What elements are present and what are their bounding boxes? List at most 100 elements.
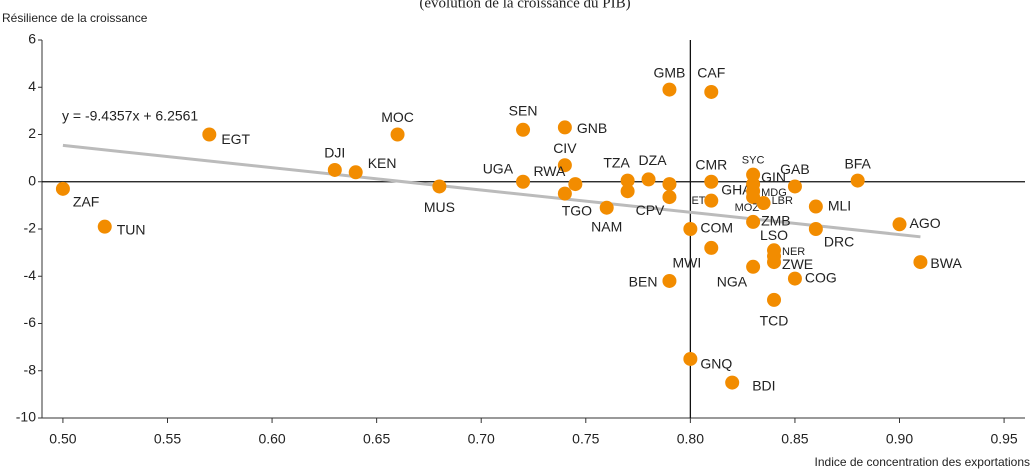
point	[704, 84, 719, 99]
point	[746, 214, 761, 229]
point	[620, 173, 635, 188]
point-label: GHA	[721, 181, 752, 197]
point	[704, 174, 719, 189]
point-label: TCD	[760, 313, 789, 329]
point	[756, 196, 771, 211]
point-label: ZWE	[782, 256, 813, 272]
x-tick-label: 0.70	[468, 431, 495, 447]
point-label: NER	[782, 246, 805, 258]
point-label: GIN	[761, 169, 786, 185]
point-label: DZA	[639, 152, 668, 168]
point-label: MOZ	[735, 202, 760, 214]
point	[662, 190, 677, 205]
point-label: GMB	[654, 64, 686, 80]
trend-label: y = -9.4357x + 6.2561	[62, 108, 198, 124]
point-label: LBR	[772, 195, 793, 207]
point-label: MUS	[424, 199, 455, 215]
y-tick-label: -8	[24, 361, 37, 377]
point	[641, 172, 656, 187]
y-tick-label: 2	[28, 125, 36, 141]
point	[516, 174, 531, 189]
y-axis-title: Résilience de la croissance	[2, 11, 148, 25]
point-label: BWA	[930, 255, 962, 271]
x-tick-label: 0.55	[154, 431, 181, 447]
point-label: DJI	[324, 145, 345, 161]
point-label: CPV	[636, 202, 665, 218]
y-tick-label: 4	[28, 78, 36, 94]
point-label: MWI	[673, 255, 702, 271]
y-tick-label: 6	[28, 31, 36, 47]
point	[704, 240, 719, 255]
x-tick-label: 0.50	[49, 431, 76, 447]
point-label: DRC	[824, 234, 854, 250]
point-label: BFA	[844, 155, 871, 171]
point-label: TZA	[603, 154, 630, 170]
x-tick-label: 0.65	[363, 431, 390, 447]
point	[725, 375, 740, 390]
point	[787, 271, 802, 286]
point-label: TGO	[562, 202, 592, 218]
point	[55, 181, 70, 196]
point-label: MLI	[828, 197, 851, 213]
point	[746, 259, 761, 274]
point	[568, 177, 583, 192]
point	[557, 186, 572, 201]
point-label: COM	[700, 220, 733, 236]
point-label: SYC	[742, 155, 765, 167]
x-tick-label: 0.90	[886, 431, 913, 447]
point-label: NGA	[717, 274, 748, 290]
point-label: EGT	[221, 131, 250, 147]
point	[202, 127, 217, 142]
point-label: GAB	[780, 161, 810, 177]
x-tick-label: 0.80	[677, 431, 704, 447]
point-label: GNQ	[700, 356, 732, 372]
point-label: UGA	[483, 160, 514, 176]
point-label: GNB	[577, 120, 607, 136]
x-tick-label: 0.75	[572, 431, 599, 447]
point-label: COG	[805, 269, 837, 285]
point	[557, 158, 572, 173]
point	[767, 255, 782, 270]
point	[432, 179, 447, 194]
y-tick-label: -10	[16, 409, 36, 425]
chart-subtitle: (évolution de la croissance du PIB)	[419, 0, 630, 11]
point-label: CMR	[695, 156, 727, 172]
y-tick-label: -2	[24, 220, 37, 236]
point-label: TUN	[117, 221, 146, 237]
point-label: ZMB	[761, 213, 791, 229]
point	[808, 222, 823, 236]
point	[97, 219, 112, 234]
x-tick-label: 0.85	[781, 431, 808, 447]
point	[746, 190, 761, 205]
point	[327, 162, 342, 177]
y-tick-label: -6	[24, 314, 37, 330]
point	[662, 82, 677, 97]
point	[683, 351, 698, 366]
point-label: BDI	[752, 377, 775, 393]
point-label: AGO	[910, 215, 941, 231]
point-label: MDG	[761, 187, 787, 199]
point	[683, 222, 698, 236]
point-label: MOC	[381, 109, 414, 125]
point-label: NAM	[591, 218, 622, 234]
point	[662, 273, 677, 288]
point	[390, 127, 405, 142]
point	[516, 122, 531, 137]
point	[662, 177, 677, 192]
point-label: BEN	[629, 274, 658, 290]
x-axis-title: Indice de concentration des exportations	[815, 455, 1030, 469]
x-tick-label: 0.95	[990, 431, 1017, 447]
point-label: SEN	[509, 102, 538, 118]
point	[892, 217, 907, 232]
point-label: LSO	[760, 227, 788, 243]
point	[557, 120, 572, 135]
x-tick-label: 0.60	[258, 431, 285, 447]
point	[787, 179, 802, 194]
point	[620, 184, 635, 199]
point-label: CIV	[553, 140, 577, 156]
point	[767, 292, 782, 307]
point-label: ZAF	[73, 194, 99, 210]
point	[850, 173, 865, 188]
point	[808, 199, 823, 214]
